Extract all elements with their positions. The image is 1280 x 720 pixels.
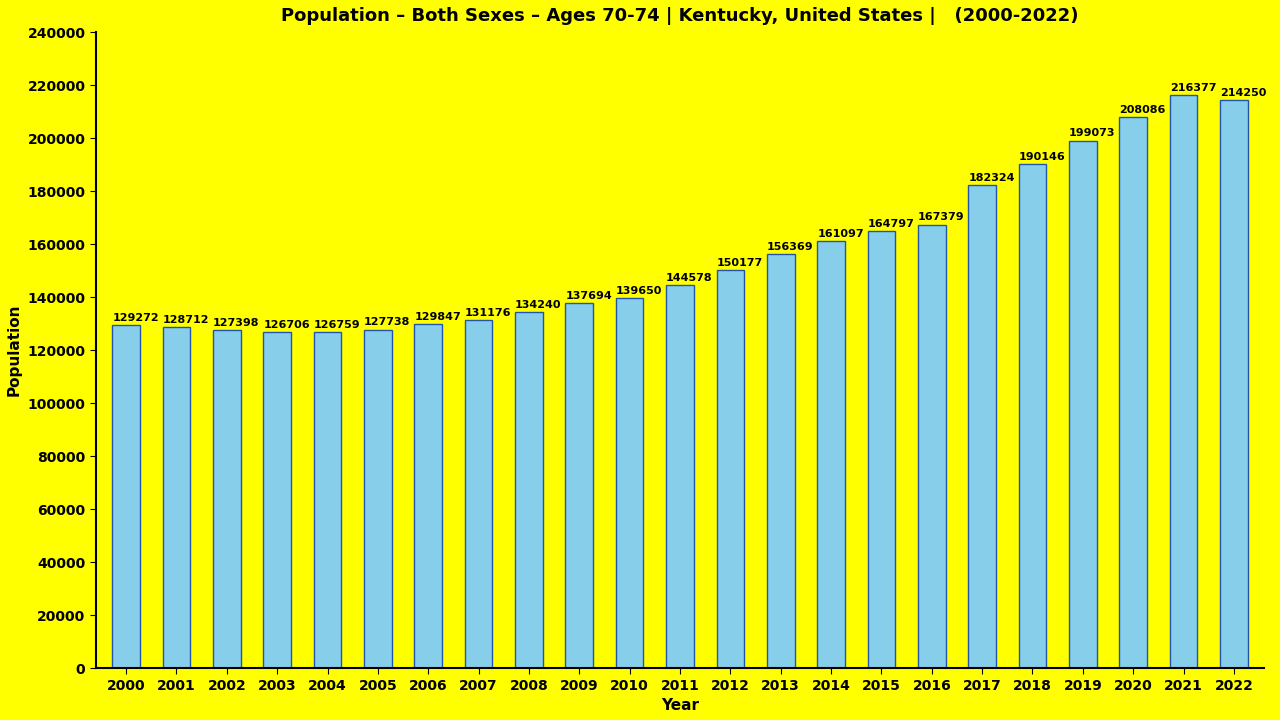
Text: 182324: 182324 xyxy=(968,173,1015,183)
Text: 127398: 127398 xyxy=(212,318,260,328)
Bar xyxy=(264,333,291,668)
Bar xyxy=(968,185,996,668)
Text: 214250: 214250 xyxy=(1220,88,1266,98)
Bar xyxy=(163,327,191,668)
Text: 134240: 134240 xyxy=(515,300,562,310)
Bar xyxy=(616,298,644,668)
Bar xyxy=(314,332,342,668)
Bar xyxy=(212,330,241,668)
Bar xyxy=(113,325,140,668)
Text: 126759: 126759 xyxy=(314,320,360,330)
Bar xyxy=(515,312,543,668)
Text: 167379: 167379 xyxy=(918,212,965,222)
X-axis label: Year: Year xyxy=(660,698,699,713)
Bar xyxy=(666,285,694,668)
Bar xyxy=(1220,100,1248,668)
Bar xyxy=(767,253,795,668)
Bar xyxy=(918,225,946,668)
Bar xyxy=(1069,140,1097,668)
Text: 208086: 208086 xyxy=(1119,104,1166,114)
Bar xyxy=(566,303,593,668)
Bar xyxy=(364,330,392,668)
Text: 137694: 137694 xyxy=(566,291,612,301)
Bar xyxy=(1170,94,1197,668)
Text: 216377: 216377 xyxy=(1170,83,1216,93)
Text: 144578: 144578 xyxy=(666,273,713,283)
Text: 128712: 128712 xyxy=(163,315,209,325)
Bar xyxy=(1019,164,1046,668)
Bar xyxy=(868,231,895,668)
Text: 150177: 150177 xyxy=(717,258,763,268)
Bar xyxy=(465,320,493,668)
Text: 156369: 156369 xyxy=(767,242,814,251)
Text: 129847: 129847 xyxy=(415,312,461,322)
Y-axis label: Population: Population xyxy=(6,304,22,396)
Bar xyxy=(415,324,442,668)
Text: 126706: 126706 xyxy=(264,320,310,330)
Text: 199073: 199073 xyxy=(1069,128,1115,138)
Bar xyxy=(817,241,845,668)
Text: 127738: 127738 xyxy=(364,318,411,328)
Text: 129272: 129272 xyxy=(113,313,159,323)
Text: 131176: 131176 xyxy=(465,308,511,318)
Text: 190146: 190146 xyxy=(1019,152,1065,162)
Bar xyxy=(1119,117,1147,668)
Bar xyxy=(717,270,744,668)
Text: 164797: 164797 xyxy=(868,219,914,229)
Text: 139650: 139650 xyxy=(616,286,662,296)
Text: 161097: 161097 xyxy=(817,229,864,239)
Title: Population – Both Sexes – Ages 70-74 | Kentucky, United States |   (2000-2022): Population – Both Sexes – Ages 70-74 | K… xyxy=(282,7,1079,25)
